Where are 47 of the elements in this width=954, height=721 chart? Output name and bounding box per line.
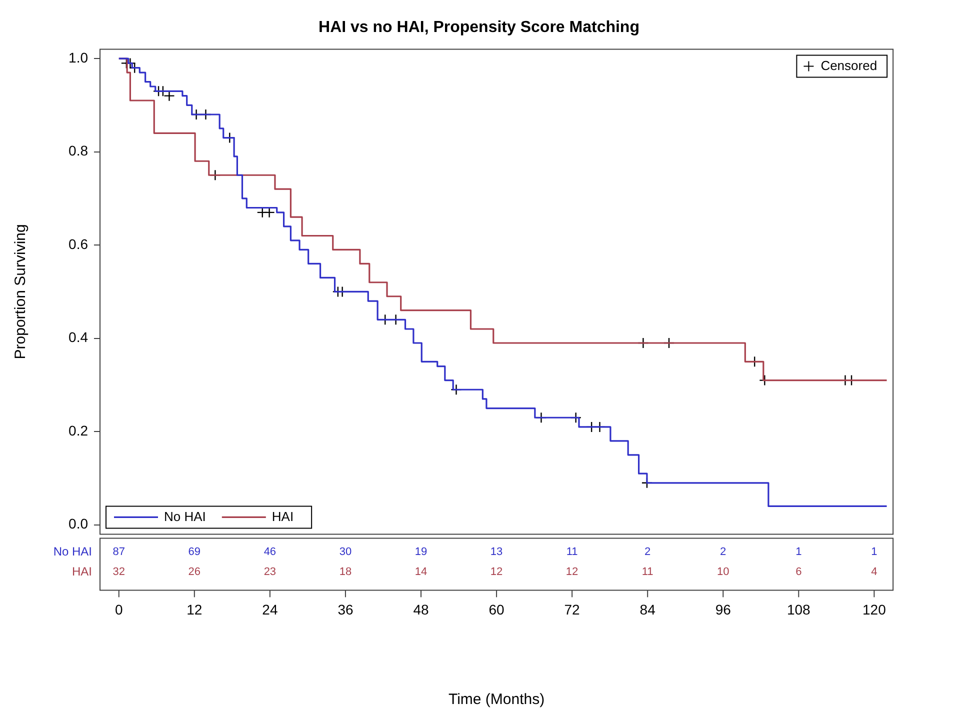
text: 14 xyxy=(414,566,428,578)
y-tick-label: 1.0 xyxy=(68,49,88,66)
y-tick-label: 0.4 xyxy=(68,329,88,346)
text: 46 xyxy=(264,546,276,558)
text: 11 xyxy=(566,546,578,558)
x-tick-label: 24 xyxy=(262,601,278,618)
text: 30 xyxy=(339,546,352,558)
text: 18 xyxy=(339,566,352,578)
text: 69 xyxy=(188,546,201,558)
y-axis-title: Proportion Surviving xyxy=(12,224,30,360)
legend-label: No HAI xyxy=(164,508,206,524)
text: 12 xyxy=(490,566,503,578)
y-tick-label: 0.2 xyxy=(68,422,88,438)
x-tick-label: 120 xyxy=(862,601,886,618)
x-axis-title: Time (Months) xyxy=(448,691,545,708)
text: 87 xyxy=(112,546,126,558)
text: 32 xyxy=(112,566,126,578)
y-tick-label: 0.0 xyxy=(68,516,88,532)
legend-label: HAI xyxy=(272,508,294,524)
x-tick-label: 84 xyxy=(640,601,656,618)
x-tick-label: 48 xyxy=(413,601,429,618)
x-tick-label: 108 xyxy=(786,601,811,618)
x-tick-label: 72 xyxy=(564,601,580,618)
chart-title: HAI vs no HAI, Propensity Score Matching xyxy=(318,19,640,36)
text: 11 xyxy=(642,566,654,578)
text: 26 xyxy=(188,566,201,578)
x-tick-label: 96 xyxy=(715,601,732,618)
text: 13 xyxy=(490,546,503,558)
text: 19 xyxy=(414,546,428,558)
y-tick-label: 0.6 xyxy=(68,236,88,252)
x-tick-label: 36 xyxy=(338,601,354,618)
text: 6 xyxy=(796,566,802,578)
annotation: Censored xyxy=(820,58,878,73)
text: 1 xyxy=(796,546,802,558)
text: 2 xyxy=(644,546,651,558)
text: HAI xyxy=(72,564,92,579)
x-tick-label: 12 xyxy=(186,601,202,618)
text: 12 xyxy=(566,566,578,578)
x-tick-label: 0 xyxy=(114,601,123,618)
text: 23 xyxy=(264,566,276,578)
text: No HAI xyxy=(53,544,92,559)
text: 2 xyxy=(720,546,726,558)
text: 4 xyxy=(871,566,878,578)
text: 10 xyxy=(716,566,730,578)
text: 1 xyxy=(871,546,878,558)
x-tick-label: 60 xyxy=(488,601,505,618)
y-tick-label: 0.8 xyxy=(68,142,88,159)
